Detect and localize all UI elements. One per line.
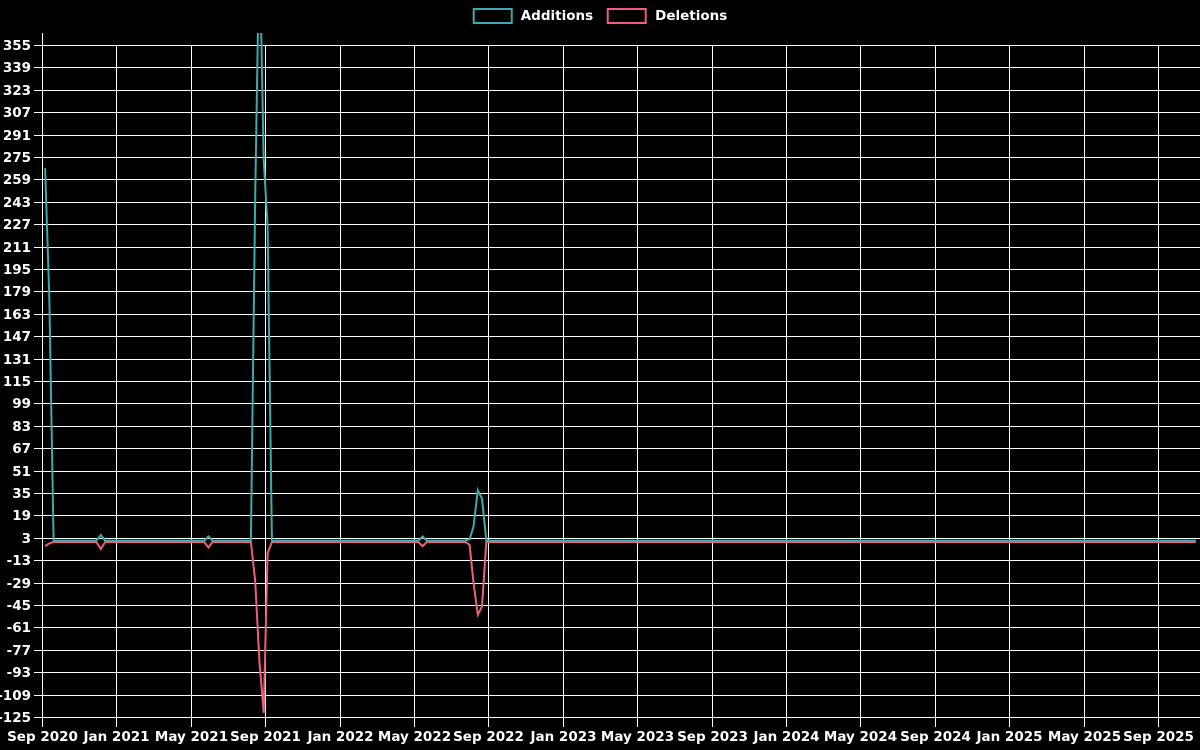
x-tick-label: Jan 2025 [975,729,1042,745]
x-tick-label: Jan 2023 [529,729,596,745]
x-tick-label: Sep 2021 [230,729,301,745]
y-tick-label: 307 [3,105,31,121]
y-tick-label: 323 [3,83,31,99]
x-tick-label: May 2025 [1048,729,1121,745]
y-tick-label: 179 [3,284,31,300]
y-tick-label: -13 [7,553,31,569]
deletions-swatch-icon [607,8,648,24]
x-tick-label: Sep 2022 [453,729,524,745]
additions-line [44,33,1196,542]
y-tick-label: 19 [12,508,31,524]
y-tick-label: -29 [7,576,31,592]
y-tick-label: -61 [7,620,31,636]
x-tick-label: Sep 2023 [677,729,748,745]
y-tick-label: 163 [3,307,31,323]
y-tick-label: 99 [12,396,31,412]
y-tick-label: -77 [7,643,31,659]
chart-legend: Additions Deletions [472,7,727,25]
y-tick-label: 243 [3,195,31,211]
y-tick-label: 227 [3,217,31,233]
y-tick-label: 3 [22,531,31,547]
y-tick-label: 339 [3,60,31,76]
y-tick-label: 51 [12,464,31,480]
y-tick-label: -125 [0,710,31,726]
y-tick-label: 275 [3,150,31,166]
x-tick-label: Sep 2025 [1123,729,1194,745]
x-tick-label: Jan 2024 [752,729,819,745]
y-tick-label: 67 [12,441,31,457]
x-tick-label: Jan 2022 [306,729,373,745]
y-tick-label: -93 [7,665,31,681]
y-tick-label: 35 [12,486,31,502]
legend-label-deletions: Deletions [655,8,728,24]
legend-label-additions: Additions [520,8,594,24]
y-tick-label: 147 [3,329,31,345]
x-tick-label: May 2021 [155,729,228,745]
y-tick-label: 115 [3,374,31,390]
x-tick-label: Jan 2021 [82,729,149,745]
gridlines [34,45,1200,727]
legend-item-deletions[interactable]: Deletions [607,7,727,25]
additions-swatch-icon [472,8,513,24]
y-tick-label: 291 [3,128,31,144]
legend-item-additions[interactable]: Additions [472,7,594,25]
x-tick-label: Sep 2024 [900,729,971,745]
y-tick-label: 195 [3,262,31,278]
y-tick-label: 83 [12,419,31,435]
y-tick-label: -45 [7,598,31,614]
deletions-line [44,541,1196,713]
axis-labels: 355 339 323 307 291 275 259 243 227 211 195 179 163 1… [0,38,1194,745]
y-tick-label: 131 [3,352,31,368]
x-tick-label: Sep 2020 [7,729,78,745]
y-tick-label: 259 [3,172,31,188]
y-tick-label: -109 [0,688,31,704]
x-tick-label: May 2023 [601,729,674,745]
y-tick-label: 211 [3,240,31,256]
x-tick-label: May 2022 [378,729,451,745]
y-tick-label: 355 [3,38,31,54]
x-tick-label: May 2024 [824,729,897,745]
